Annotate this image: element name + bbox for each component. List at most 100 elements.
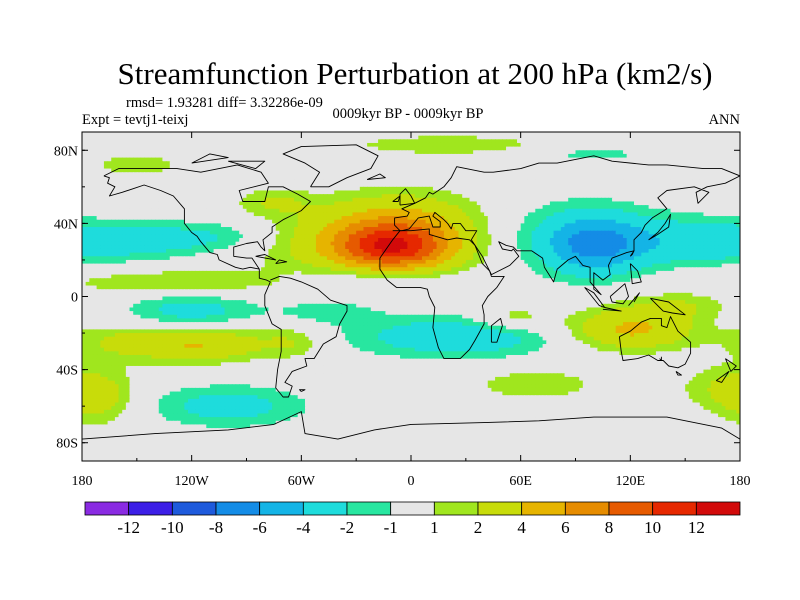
contour-cell [315,230,321,235]
contour-cell [707,172,712,177]
contour-cell [575,197,580,203]
contour-cell [527,142,533,148]
contour-cell [231,227,237,232]
contour-cell [615,212,620,217]
contour-cell [235,139,240,144]
contour-cell [575,179,580,184]
contour-cell [655,205,661,210]
contour-cell [122,227,127,232]
contour-cell [301,164,306,170]
contour-cell [729,132,734,137]
contour-cell [411,216,416,221]
contour-cell [345,161,350,166]
contour-cell [469,135,474,140]
contour-cell [367,216,372,221]
contour-cell [546,208,551,214]
contour-cell [626,161,631,166]
contour-cell [495,168,500,173]
contour-cell [283,142,288,148]
contour-cell [491,194,496,199]
contour-cell [286,194,291,199]
contour-cell [334,172,339,177]
contour-cell [235,208,240,214]
contour-cell [261,212,266,217]
contour-cell [246,212,251,217]
contour-cell [685,168,690,173]
contour-cell [736,197,740,203]
contour-cell [363,183,368,188]
contour-cell [425,216,430,221]
contour-cell [217,223,222,228]
contour-cell [122,139,127,144]
contour-cell [367,230,372,235]
contour-cell [612,208,617,214]
contour-cell [301,227,306,232]
contour-cell [155,190,160,195]
contour-cell [312,227,317,232]
contour-cell [520,146,525,151]
contour-cell [542,205,547,210]
contour-cell [469,157,474,162]
contour-cell [389,208,394,214]
contour-cell [681,212,686,217]
contour-cell [666,150,672,155]
contour-cell [593,183,599,188]
contour-cell [517,150,522,155]
contour-cell [626,208,631,214]
contour-cell [129,142,134,148]
contour-cell [597,146,602,151]
contour-cell [462,208,467,214]
contour-cell [432,139,438,144]
contour-cell [85,190,90,195]
contour-cell [421,179,427,184]
contour-cell [666,172,672,177]
contour-cell [549,223,555,228]
contour-cell [498,201,503,206]
contour-cell [385,201,390,206]
contour-cell [213,142,218,148]
contour-cell [166,216,171,221]
contour-cell [436,201,441,206]
contour-cell [502,190,507,195]
contour-cell [447,230,452,235]
contour-cell [125,179,131,184]
contour-cell [191,139,196,144]
contour-cell [443,223,449,228]
contour-cell [275,146,280,151]
contour-cell [593,223,599,228]
contour-cell [593,157,599,162]
contour-cell [495,216,500,221]
contour-cell [590,219,595,224]
contour-cell [100,212,105,217]
contour-cell [301,230,306,235]
contour-cell [198,175,204,181]
contour-cell [96,153,101,159]
contour-cell [202,164,207,170]
contour-cell [184,179,189,184]
contour-cell [312,172,317,177]
contour-cell [564,201,569,206]
contour-cell [590,183,595,188]
contour-cell [301,212,306,217]
contour-cell [626,153,631,159]
contour-cell [725,172,730,177]
contour-cell [209,212,215,217]
contour-cell [257,212,262,217]
contour-cell [612,168,617,173]
contour-cell [378,205,383,210]
contour-cell [403,161,408,166]
contour-cell [326,212,332,217]
contour-cell [155,135,160,140]
contour-cell [389,161,394,166]
contour-cell [579,146,584,151]
contour-cell [166,194,171,199]
contour-cell [103,175,109,181]
contour-cell [568,175,573,181]
contour-cell [103,216,109,221]
contour-cell [560,190,566,195]
contour-cell [655,164,661,170]
contour-cell [571,216,577,221]
contour-cell [414,201,419,206]
contour-cell [447,139,452,144]
